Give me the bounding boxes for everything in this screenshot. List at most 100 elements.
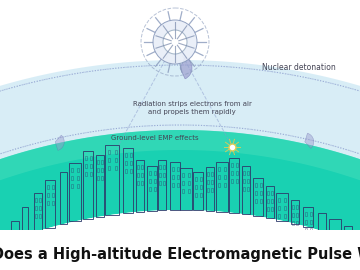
Bar [235, 171, 238, 175]
Wedge shape [305, 133, 314, 148]
Bar [51, 193, 54, 197]
Bar [141, 173, 143, 177]
Bar [163, 173, 165, 177]
Bar [247, 171, 249, 176]
Circle shape [153, 20, 197, 64]
Bar [149, 171, 150, 175]
Bar [101, 176, 103, 180]
Bar [130, 161, 131, 165]
Bar [108, 150, 109, 154]
Bar [101, 168, 103, 171]
Bar [230, 171, 233, 175]
Bar [136, 160, 144, 212]
Text: Radiation strips electrons from air
and propels them rapidly: Radiation strips electrons from air and … [132, 101, 251, 115]
Text: How Does a High-altitude Electromagnetic Pulse Work?: How Does a High-altitude Electromagnetic… [0, 248, 360, 262]
Bar [149, 187, 150, 191]
Bar [310, 228, 311, 232]
Bar [114, 166, 117, 170]
Bar [199, 185, 202, 189]
Bar [22, 207, 28, 235]
Bar [90, 172, 91, 176]
Bar [305, 228, 306, 232]
Bar [71, 168, 73, 172]
Bar [39, 206, 41, 210]
Bar [284, 206, 286, 210]
Bar [243, 171, 245, 176]
Bar [97, 176, 99, 180]
Bar [255, 199, 256, 203]
Bar [130, 153, 131, 157]
Bar [292, 205, 294, 209]
Bar [235, 163, 238, 167]
Bar [153, 179, 156, 183]
Bar [71, 176, 73, 180]
Bar [260, 183, 261, 187]
Bar [266, 186, 274, 218]
Bar [296, 213, 298, 217]
Bar [267, 207, 269, 211]
Bar [206, 167, 214, 211]
Bar [108, 158, 109, 162]
Bar [101, 160, 103, 164]
Polygon shape [0, 60, 360, 270]
Bar [247, 180, 249, 184]
Bar [199, 193, 202, 197]
Bar [310, 220, 311, 224]
Bar [253, 178, 263, 216]
Bar [296, 221, 298, 225]
Bar [207, 188, 209, 192]
Bar [255, 183, 256, 187]
Bar [292, 213, 294, 217]
Bar [45, 180, 55, 228]
Bar [114, 150, 117, 154]
Bar [123, 148, 133, 213]
Bar [188, 189, 190, 193]
Bar [260, 199, 261, 203]
Bar [11, 221, 19, 239]
Bar [83, 151, 93, 219]
Bar [296, 205, 298, 209]
Bar [163, 165, 165, 169]
Text: Ground-level EMP effects: Ground-level EMP effects [111, 135, 199, 141]
Bar [305, 220, 306, 224]
Bar [329, 219, 341, 235]
Bar [39, 198, 41, 202]
Bar [216, 162, 228, 212]
Bar [35, 206, 37, 210]
Bar [291, 200, 299, 224]
Bar [97, 160, 99, 164]
Bar [180, 168, 192, 210]
Bar [85, 172, 86, 176]
Bar [147, 166, 157, 211]
Bar [159, 165, 161, 169]
Polygon shape [0, 130, 360, 270]
Bar [46, 201, 49, 205]
Bar [318, 213, 326, 231]
Bar [278, 206, 280, 210]
Bar [199, 177, 202, 181]
Polygon shape [0, 244, 360, 270]
Bar [85, 164, 86, 168]
Bar [194, 185, 197, 189]
Bar [182, 189, 184, 193]
Bar [235, 179, 238, 183]
Bar [125, 153, 126, 157]
Circle shape [163, 30, 187, 54]
Bar [176, 167, 179, 171]
Text: Nuclear detonation: Nuclear detonation [262, 63, 336, 73]
Bar [141, 165, 143, 169]
Bar [310, 212, 311, 216]
Bar [255, 191, 256, 195]
Bar [35, 198, 37, 202]
Bar [284, 214, 286, 218]
Bar [271, 207, 273, 211]
Bar [267, 199, 269, 203]
Bar [0, 230, 360, 270]
Bar [153, 171, 156, 175]
Wedge shape [55, 135, 64, 150]
Polygon shape [0, 130, 360, 270]
Bar [182, 173, 184, 177]
Bar [276, 193, 288, 221]
Bar [46, 193, 49, 197]
Bar [267, 191, 269, 195]
